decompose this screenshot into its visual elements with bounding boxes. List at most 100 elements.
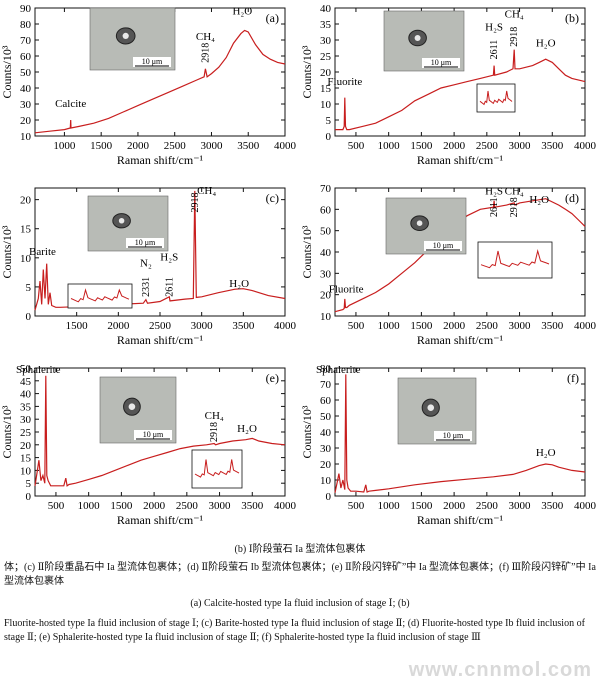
x-tick-label: 1500 bbox=[410, 140, 433, 152]
zoom-inset bbox=[476, 83, 516, 113]
peak-species-label: Fluorite bbox=[329, 284, 364, 296]
scale-bar-label: 10 μm bbox=[431, 58, 452, 67]
peak-position-label: 2918 bbox=[509, 27, 520, 47]
y-tick-label: 15 bbox=[20, 453, 32, 465]
x-tick-label: 4000 bbox=[274, 140, 297, 152]
y-tick-label: 50 bbox=[320, 411, 332, 423]
y-axis-label: Counts/10³ bbox=[300, 405, 314, 458]
y-tick-label: 15 bbox=[20, 224, 32, 236]
y-tick-label: 25 bbox=[320, 51, 332, 63]
panel-label: (d) bbox=[565, 191, 579, 205]
micrograph-inset: 10 μm bbox=[383, 10, 465, 72]
y-tick-label: 25 bbox=[20, 427, 32, 439]
y-tick-label: 20 bbox=[20, 440, 32, 452]
x-tick-label: 2500 bbox=[476, 320, 499, 332]
zoom-frame bbox=[477, 241, 553, 279]
x-tick-label: 1000 bbox=[53, 140, 76, 152]
x-tick-label: 1500 bbox=[110, 500, 133, 512]
x-axis-label: Raman shift/cm⁻¹ bbox=[417, 513, 504, 527]
y-tick-label: 5 bbox=[326, 115, 332, 127]
x-axis-label: Raman shift/cm⁻¹ bbox=[117, 333, 204, 347]
spectrum-line bbox=[334, 198, 586, 313]
x-axis-label: Raman shift/cm⁻¹ bbox=[417, 153, 504, 167]
panel-a: 1000 1500 2000 2500 3000 3500 4000 10 20 30 40 50 60… bbox=[0, 3, 297, 167]
micrograph-inset: 10 μm bbox=[99, 376, 177, 444]
y-tick-label: 50 bbox=[20, 363, 32, 375]
x-tick-label: 500 bbox=[348, 320, 365, 332]
x-tick-label: 3500 bbox=[232, 320, 255, 332]
panel-c: 1500 2000 2500 3000 3500 4000 0 5 10 15 20 Raman sh… bbox=[0, 185, 297, 347]
peak-species-label: Sphalerite bbox=[316, 364, 361, 376]
x-tick-label: 1500 bbox=[410, 500, 433, 512]
vapor-bubble bbox=[128, 403, 136, 411]
y-tick-label: 70 bbox=[20, 35, 32, 47]
y-tick-label: 10 bbox=[20, 465, 32, 477]
x-tick-label: 4000 bbox=[574, 320, 597, 332]
x-tick-label: 1500 bbox=[410, 320, 433, 332]
x-tick-label: 2000 bbox=[443, 320, 466, 332]
y-axis-label: Counts/10³ bbox=[0, 225, 14, 278]
x-tick-label: 4000 bbox=[574, 140, 597, 152]
x-tick-label: 1000 bbox=[378, 500, 401, 512]
scale-bar-bg bbox=[134, 430, 172, 440]
y-tick-label: 20 bbox=[320, 290, 332, 302]
peak-species-label: Fluorite bbox=[327, 76, 362, 88]
peak-species-label: CH₄ bbox=[505, 9, 524, 21]
x-tick-label: 3500 bbox=[541, 500, 564, 512]
x-tick-label: 3500 bbox=[237, 140, 260, 152]
x-tick-label: 2000 bbox=[127, 140, 150, 152]
peak-species-label: CH₄ bbox=[197, 185, 216, 197]
panel-b: 500 1000 1500 2000 2500 3000 3500 4000 0 5 10 15 20 2… bbox=[300, 3, 597, 167]
y-tick-label: 80 bbox=[320, 363, 332, 375]
peak-species-label: H₂S bbox=[160, 252, 178, 264]
peak-position-label: 2918 bbox=[200, 43, 211, 63]
x-tick-label: 3000 bbox=[191, 320, 214, 332]
peak-position-label: 2331 bbox=[141, 277, 152, 297]
peak-position-label: 2918 bbox=[509, 197, 520, 217]
x-tick-label: 3000 bbox=[509, 320, 532, 332]
panel-label: (f) bbox=[567, 371, 579, 385]
y-tick-label: 45 bbox=[20, 376, 32, 388]
x-tick-label: 1500 bbox=[90, 140, 113, 152]
zoom-line bbox=[70, 288, 130, 303]
micrograph-inset: 10 μm bbox=[89, 7, 176, 71]
x-axis-label: Raman shift/cm⁻¹ bbox=[117, 153, 204, 167]
x-tick-label: 4000 bbox=[574, 500, 597, 512]
y-tick-label: 5 bbox=[26, 478, 32, 490]
peak-species-label: CH₄ bbox=[196, 31, 215, 43]
x-tick-label: 4000 bbox=[274, 500, 297, 512]
spectrum-line bbox=[34, 190, 286, 311]
peak-species-label: Sphalerite bbox=[16, 364, 61, 376]
peak-species-label: N₂ bbox=[140, 258, 152, 270]
panel-label: (a) bbox=[266, 11, 279, 25]
y-tick-label: 50 bbox=[20, 67, 32, 79]
peak-species-label: H₂S bbox=[485, 21, 503, 33]
peak-position-label: 2918 bbox=[190, 193, 201, 213]
peak-species-label: H₂S bbox=[485, 185, 503, 197]
panel-label: (c) bbox=[266, 191, 279, 205]
caption-cn-body: 体；(c) Ⅱ阶段重晶石中 Ia 型流体包裹体；(d) Ⅱ阶段萤石 Ib 型流体… bbox=[4, 562, 596, 587]
y-tick-label: 40 bbox=[20, 83, 32, 95]
vapor-bubble bbox=[414, 35, 421, 41]
caption-en-body: Fluorite-hosted type Ia fluid inclusion … bbox=[4, 618, 585, 643]
x-tick-label: 500 bbox=[348, 140, 365, 152]
y-tick-label: 40 bbox=[20, 389, 32, 401]
x-tick-label: 4000 bbox=[274, 320, 297, 332]
scale-bar-label: 10 μm bbox=[135, 238, 156, 247]
y-tick-label: 50 bbox=[320, 226, 332, 238]
y-tick-label: 0 bbox=[26, 491, 32, 503]
y-axis-label: Counts/10³ bbox=[0, 405, 14, 458]
peak-species-label: H₂O bbox=[536, 447, 556, 459]
zoom-frame bbox=[191, 449, 243, 489]
zoom-inset bbox=[191, 449, 243, 489]
caption-cn-title: (b) Ⅰ阶段萤石 Ia 型流体包裹体 bbox=[234, 544, 366, 555]
raman-figure: 1000 1500 2000 2500 3000 3500 4000102030405060… bbox=[0, 3, 597, 527]
x-tick-label: 2500 bbox=[149, 320, 172, 332]
spectrum-line bbox=[34, 375, 286, 487]
y-tick-label: 35 bbox=[320, 19, 332, 31]
y-tick-label: 80 bbox=[20, 19, 32, 31]
spectrum-line bbox=[335, 49, 586, 131]
y-tick-label: 60 bbox=[320, 395, 332, 407]
y-tick-label: 30 bbox=[320, 268, 332, 280]
x-tick-label: 2000 bbox=[443, 140, 466, 152]
